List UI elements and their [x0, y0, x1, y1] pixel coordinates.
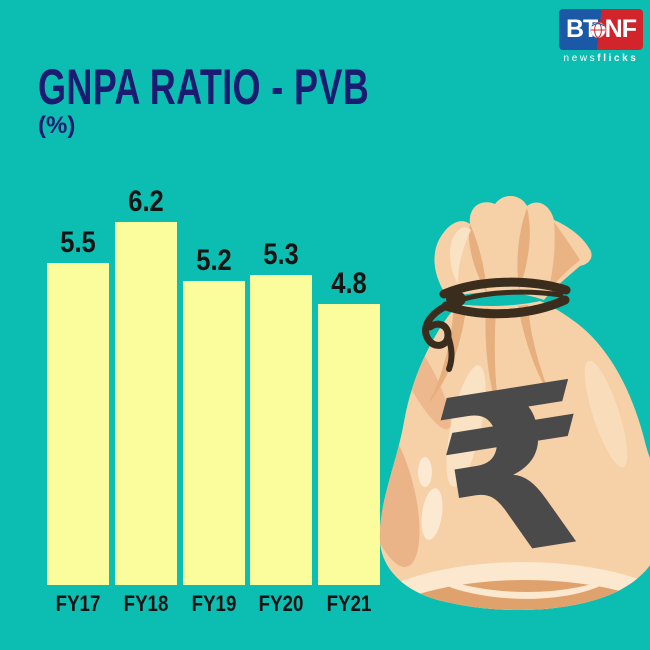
bar-category-label: FY21 — [326, 591, 372, 616]
bar-category-label: FY19 — [191, 591, 237, 616]
brand-tagline: newsflicks — [559, 53, 643, 64]
bar-value-label: 5.5 — [60, 226, 96, 259]
bar: 5.2 FY19 — [183, 244, 245, 616]
rope-tie — [422, 277, 571, 372]
bar-category-label: FY18 — [123, 591, 169, 616]
brand-logo: BT NF newsflicks — [559, 9, 643, 64]
bar: 4.8 FY21 — [318, 267, 380, 616]
bar-value-label: 5.3 — [263, 238, 299, 271]
bar: 5.3 FY20 — [250, 238, 312, 616]
bar-value-label: 6.2 — [128, 185, 164, 218]
logo-box: BT NF — [559, 9, 643, 50]
unit-label: (%) — [38, 112, 76, 139]
bag-body — [379, 301, 650, 610]
logo-right-text: NF — [604, 15, 637, 43]
bag-knot — [434, 195, 592, 300]
rope-knot — [446, 291, 466, 307]
tagline-bold: flicks — [597, 53, 639, 64]
page-title: GNPA RATIO - PVB — [38, 59, 370, 115]
bar-category-label: FY20 — [258, 591, 304, 616]
bar-value-label: 5.2 — [196, 244, 232, 277]
bar-value-label: 4.8 — [331, 267, 367, 300]
money-bag-illustration: ₹ — [379, 195, 650, 613]
tagline-light: news — [563, 53, 598, 64]
bar: 6.2 FY18 — [115, 185, 177, 616]
bar-category-label: FY17 — [55, 591, 101, 616]
bar: 5.5 FY17 — [47, 226, 109, 616]
globe-icon — [590, 22, 606, 38]
